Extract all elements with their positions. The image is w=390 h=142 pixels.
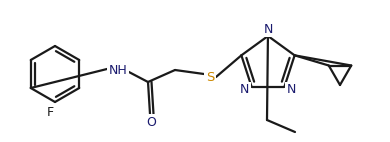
Text: O: O <box>146 115 156 129</box>
Text: N: N <box>263 22 273 36</box>
Text: S: S <box>206 70 214 83</box>
Text: N: N <box>287 83 296 96</box>
Text: N: N <box>240 83 249 96</box>
Text: F: F <box>46 106 53 119</box>
Text: NH: NH <box>109 63 128 77</box>
